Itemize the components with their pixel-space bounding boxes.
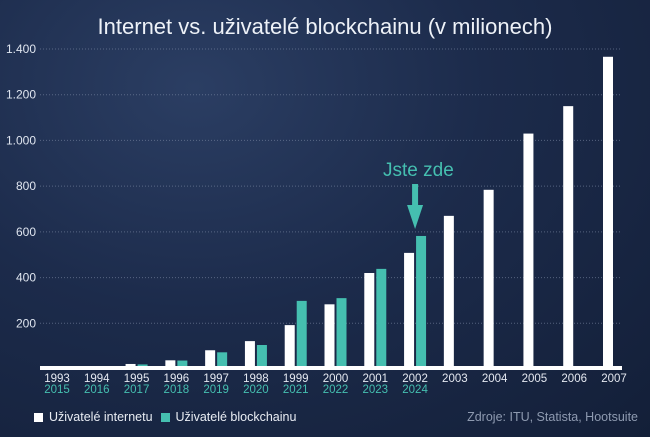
bar-internet [324, 304, 335, 369]
legend-label-internet: Uživatelé internetu [49, 410, 153, 424]
x-tick-label: 2002 [402, 373, 428, 385]
x-tick-label: 2005 [522, 373, 548, 385]
x-tick-label: 2003 [442, 373, 468, 385]
bar-blockchain [256, 345, 267, 369]
bar-internet [404, 252, 415, 369]
x-tick-label-secondary: 2020 [243, 384, 269, 396]
y-tick-label: 600 [16, 225, 36, 239]
y-tick-label: 1.200 [6, 88, 36, 102]
bar-internet [523, 133, 534, 369]
bar-blockchain [296, 300, 307, 369]
x-tick-label-secondary: 2024 [402, 384, 428, 396]
bar-internet [165, 360, 176, 369]
y-tick-label: 400 [16, 271, 36, 285]
x-tick-label-secondary: 2018 [164, 384, 190, 396]
bar-blockchain [217, 352, 228, 369]
bar-blockchain [416, 235, 427, 369]
bar-internet [483, 189, 494, 369]
x-tick-label-secondary: 2017 [124, 384, 150, 396]
y-tick-label: 200 [16, 316, 36, 330]
bar-internet [563, 106, 574, 370]
x-tick-label: 1998 [243, 373, 269, 385]
bar-internet [364, 273, 375, 369]
x-tick-label: 1999 [283, 373, 309, 385]
bar-internet [603, 56, 613, 370]
arrow-shaft-icon [412, 184, 419, 206]
chart-title: Internet vs. uživatelé blockchainu (v mi… [97, 14, 553, 39]
x-tick-label-secondary: 2021 [283, 384, 309, 396]
arrow-down-icon [407, 205, 424, 229]
bar-blockchain [336, 298, 347, 369]
bar-internet [284, 325, 295, 369]
x-tick-label: 1994 [84, 373, 110, 385]
source-note: Zdroje: ITU, Statista, Hootsuite [467, 410, 638, 424]
x-tick-label: 2007 [601, 373, 627, 385]
legend-label-blockchain: Uživatelé blockchainu [175, 410, 297, 424]
bar-internet [443, 215, 454, 369]
x-axis-baseline [40, 366, 622, 370]
x-tick-label: 1993 [44, 373, 70, 385]
y-tick-label: 800 [16, 179, 36, 193]
x-tick-label: 2001 [362, 373, 388, 385]
x-tick-label-secondary: 2023 [362, 384, 388, 396]
x-tick-label-secondary: 2019 [203, 384, 229, 396]
y-tick-label: 1.000 [6, 133, 36, 147]
x-tick-label-secondary: 2015 [44, 384, 70, 396]
x-tick-label: 2006 [561, 373, 587, 385]
x-tick-label: 2004 [482, 373, 508, 385]
x-tick-label: 1996 [164, 373, 190, 385]
x-tick-label: 1995 [124, 373, 150, 385]
x-tick-label-secondary: 2022 [323, 384, 349, 396]
legend-swatch-internet [34, 412, 43, 422]
you-are-here-annotation: Jste zde [383, 160, 454, 181]
x-tick-label: 1997 [203, 373, 229, 385]
bar-blockchain [376, 268, 387, 369]
legend-swatch-blockchain [160, 412, 170, 422]
legend: Uživatelé internetu Uživatelé blockchain… [34, 410, 296, 424]
x-tick-label: 2000 [323, 373, 349, 385]
x-tick-label-secondary: 2016 [84, 384, 110, 396]
bar-blockchain [177, 360, 188, 369]
y-tick-label: 1.400 [6, 42, 36, 56]
bar-internet [205, 350, 216, 369]
bar-internet [244, 341, 255, 369]
